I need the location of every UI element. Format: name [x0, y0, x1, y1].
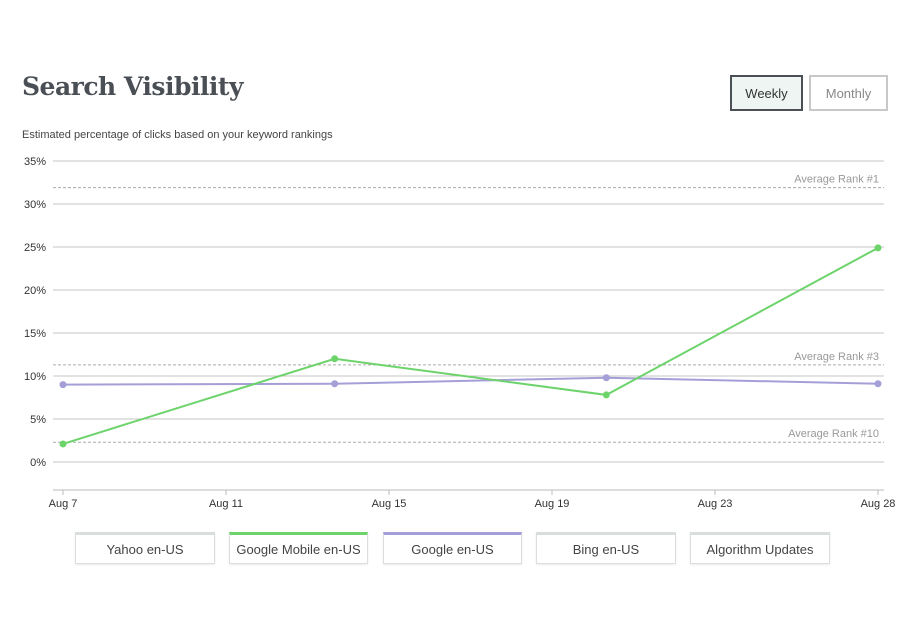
x-tick-label: Aug 7	[49, 498, 78, 510]
reference-line-label: Average Rank #10	[788, 428, 879, 440]
legend-algorithm-updates[interactable]: Algorithm Updates	[690, 532, 830, 564]
x-tick-label: Aug 28	[861, 498, 896, 510]
data-point	[602, 374, 610, 382]
legend-bing[interactable]: Bing en-US	[536, 532, 676, 564]
x-tick-label: Aug 15	[372, 498, 407, 510]
data-point	[59, 440, 67, 448]
x-tick-label: Aug 11	[209, 498, 243, 510]
y-tick-label: 25%	[24, 242, 46, 254]
data-point	[602, 391, 610, 399]
x-tick-label: Aug 19	[535, 498, 570, 510]
legend-yahoo[interactable]: Yahoo en-US	[75, 532, 215, 564]
data-point	[59, 381, 67, 389]
reference-line-label: Average Rank #1	[794, 174, 879, 186]
monthly-toggle-button[interactable]: Monthly	[809, 75, 888, 111]
y-tick-label: 20%	[24, 285, 46, 297]
chart-subtitle: Estimated percentage of clicks based on …	[22, 129, 333, 141]
y-tick-label: 10%	[24, 371, 46, 383]
data-point	[874, 244, 882, 252]
legend-label: Yahoo en-US	[106, 541, 184, 557]
legend-label: Algorithm Updates	[706, 541, 814, 557]
series-line-google-mobile-en-us	[62, 246, 879, 445]
legend-label: Google en-US	[411, 541, 494, 557]
legend-google[interactable]: Google en-US	[383, 532, 522, 564]
page-title: Search Visibility	[22, 72, 244, 101]
reference-line-label: Average Rank #3	[794, 351, 879, 363]
x-tick-label: Aug 23	[698, 498, 733, 510]
y-tick-label: 0%	[30, 457, 46, 469]
legend-google-mobile[interactable]: Google Mobile en-US	[229, 532, 368, 564]
y-tick-label: 5%	[30, 414, 46, 426]
y-tick-label: 30%	[24, 199, 46, 211]
legend-label: Bing en-US	[572, 541, 640, 557]
y-tick-label: 15%	[24, 328, 46, 340]
legend-label: Google Mobile en-US	[236, 541, 361, 557]
data-point	[331, 355, 339, 363]
y-tick-label: 35%	[24, 156, 46, 168]
data-point	[331, 380, 339, 388]
weekly-toggle-button[interactable]: Weekly	[730, 75, 803, 111]
series-line-google-en-us	[62, 376, 879, 386]
data-point	[874, 380, 882, 388]
